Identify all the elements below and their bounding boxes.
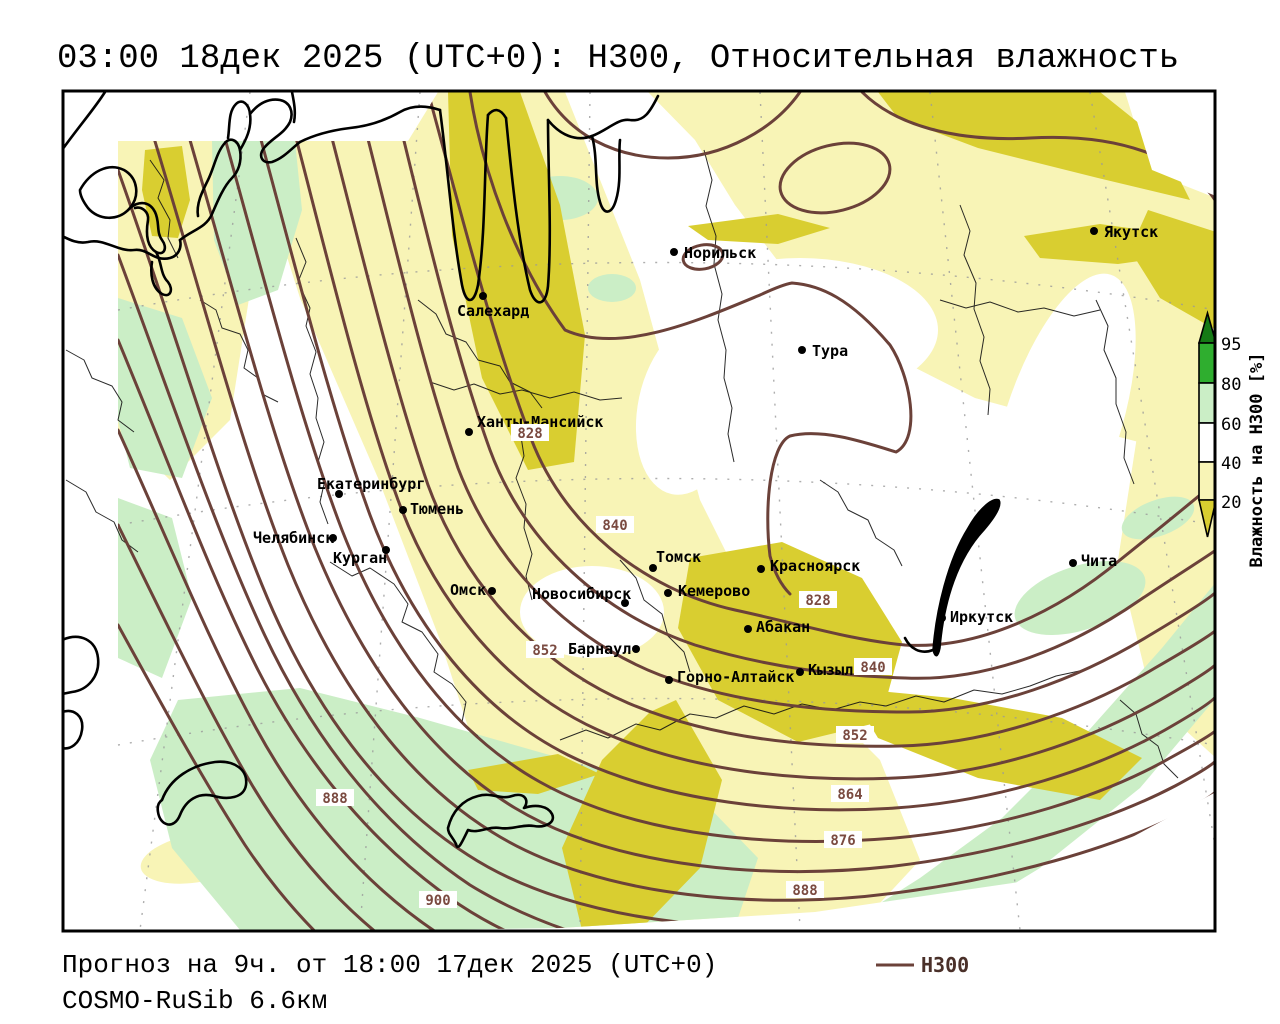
svg-text:Барнаул: Барнаул xyxy=(568,640,631,658)
svg-text:900: 900 xyxy=(425,893,450,909)
graticule-layer xyxy=(117,91,1215,931)
colorbar-arrow-bottom xyxy=(1197,499,1215,538)
city-novosibirsk: Новосибирск xyxy=(532,585,631,607)
map-legend: H300 xyxy=(876,953,969,977)
city-khanty-mansiysk: Ханты-Мансийск xyxy=(465,413,603,436)
city-tyumen: Тюмень xyxy=(399,500,464,518)
svg-text:Томск: Томск xyxy=(656,548,701,566)
contour-label-828-a: 828 xyxy=(511,424,549,442)
colorbar xyxy=(1197,310,1215,538)
svg-text:840: 840 xyxy=(860,660,885,676)
city-kurgan: Курган xyxy=(333,546,390,567)
city-ekaterinburg: Екатеринбург xyxy=(317,475,425,498)
contour-label-828-b: 828 xyxy=(799,591,837,609)
map-frame xyxy=(61,89,1217,933)
svg-text:Салехард: Салехард xyxy=(457,302,529,320)
colorbar-title: Влажность на H300 [%] xyxy=(1247,353,1267,568)
svg-text:888: 888 xyxy=(322,791,347,807)
svg-text:Кемерово: Кемерово xyxy=(678,582,750,600)
city-omsk: Омск xyxy=(450,581,496,599)
city-yakutsk: Якутск xyxy=(1090,223,1158,241)
city-norilsk: Норильск xyxy=(670,244,756,262)
svg-text:864: 864 xyxy=(837,787,862,803)
city-kemerovo: Кемерово xyxy=(664,582,750,600)
colorbar-seg-40-60 xyxy=(1198,422,1215,463)
svg-text:Тура: Тура xyxy=(812,342,848,360)
svg-text:852: 852 xyxy=(532,643,557,659)
svg-text:876: 876 xyxy=(830,833,855,849)
svg-text:Ханты-Мансийск: Ханты-Мансийск xyxy=(477,413,603,431)
svg-text:Омск: Омск xyxy=(450,581,486,599)
contour-label-900: 900 xyxy=(419,891,457,909)
contour-label-888-b: 888 xyxy=(316,789,354,807)
svg-text:Чита: Чита xyxy=(1081,552,1117,570)
colorbar-seg-80-95 xyxy=(1198,342,1215,384)
city-tomsk: Томск xyxy=(649,548,701,572)
svg-text:Челябинск: Челябинск xyxy=(253,529,334,547)
contour-label-840-b: 840 xyxy=(854,658,892,676)
humidity-fill-layer xyxy=(118,92,1215,931)
svg-text:Кызыл: Кызыл xyxy=(808,661,853,679)
contour-label-888-a: 888 xyxy=(786,881,824,899)
colorbar-tick-40: 40 xyxy=(1221,454,1241,474)
svg-text:852: 852 xyxy=(842,728,867,744)
colorbar-ticks: 95 80 60 40 20 xyxy=(1221,335,1241,513)
svg-text:Екатеринбург: Екатеринбург xyxy=(317,475,425,493)
colorbar-tick-95: 95 xyxy=(1221,335,1241,355)
city-krasnoyarsk: Красноярск xyxy=(757,557,860,575)
contour-label-864: 864 xyxy=(831,785,869,803)
city-chelyabinsk: Челябинск xyxy=(253,529,337,547)
city-irkutsk: Иркутск xyxy=(938,608,1013,626)
legend-contour-label: H300 xyxy=(921,953,969,977)
footer-forecast-line: Прогноз на 9ч. от 18:00 17дек 2025 (UTC+… xyxy=(62,950,717,980)
contour-label-852-a: 852 xyxy=(526,641,564,659)
colorbar-seg-20-40 xyxy=(1198,461,1215,501)
contour-labels-layer: 828 840 828 840 852 852 864 876 888 888 … xyxy=(316,424,892,909)
city-tura: Тура xyxy=(798,342,848,360)
svg-text:Тюмень: Тюмень xyxy=(410,500,464,518)
svg-text:828: 828 xyxy=(805,593,830,609)
city-kyzyl: Кызыл xyxy=(796,661,853,679)
cities-layer: Норильск Салехард Тура Якутск Ханты-Манс… xyxy=(253,223,1158,686)
coastline-layer xyxy=(63,91,1001,849)
svg-text:Красноярск: Красноярск xyxy=(770,557,860,575)
colorbar-tick-20: 20 xyxy=(1221,493,1241,513)
contour-label-840-a: 840 xyxy=(596,516,634,534)
colorbar-seg-60-80 xyxy=(1198,382,1215,424)
colorbar-tick-60: 60 xyxy=(1221,415,1241,435)
contour-label-876: 876 xyxy=(824,831,862,849)
city-salekhard: Салехард xyxy=(457,292,529,320)
city-barnaul: Барнаул xyxy=(568,640,640,658)
svg-text:Якутск: Якутск xyxy=(1104,223,1158,241)
svg-text:Курган: Курган xyxy=(333,549,387,567)
svg-text:840: 840 xyxy=(602,518,627,534)
contour-lines-layer xyxy=(118,92,1215,931)
svg-text:888: 888 xyxy=(792,883,817,899)
footer-model-line: COSMO-RuSib 6.6км xyxy=(62,986,327,1016)
map-title: 03:00 18дек 2025 (UTC+0): H300, Относите… xyxy=(57,40,1179,78)
svg-text:Иркутск: Иркутск xyxy=(950,608,1013,626)
city-gorno-altaysk: Горно-Алтайск xyxy=(665,668,794,686)
svg-text:828: 828 xyxy=(517,426,542,442)
contour-label-852-b: 852 xyxy=(836,726,874,744)
svg-text:Абакан: Абакан xyxy=(756,618,810,636)
svg-text:Горно-Алтайск: Горно-Алтайск xyxy=(677,668,794,686)
svg-text:Новосибирск: Новосибирск xyxy=(532,585,631,603)
svg-text:Норильск: Норильск xyxy=(684,244,756,262)
city-abakan: Абакан xyxy=(744,618,810,636)
colorbar-tick-80: 80 xyxy=(1221,375,1241,395)
city-chita: Чита xyxy=(1069,552,1117,570)
